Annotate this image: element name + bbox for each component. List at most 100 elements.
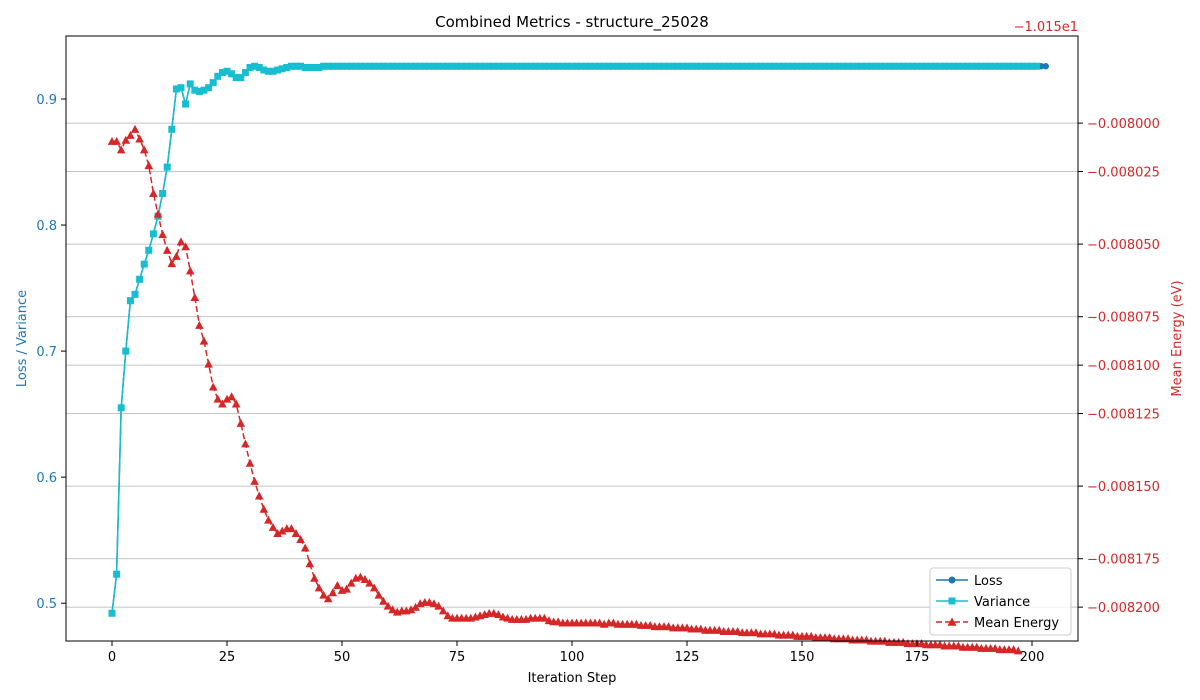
y-right-tick-label: −0.008200 <box>1087 601 1160 616</box>
point-variance <box>531 62 539 70</box>
legend-label: Loss <box>974 574 1003 589</box>
x-tick-label: 200 <box>1020 650 1045 665</box>
right-axis-offset-label: −1.015e1 <box>1014 20 1078 35</box>
point-variance <box>757 62 765 70</box>
point-variance <box>117 404 125 412</box>
point-variance <box>513 62 521 70</box>
point-variance <box>743 62 751 70</box>
point-variance <box>816 62 824 70</box>
point-variance <box>402 62 410 70</box>
point-mean-energy <box>162 245 172 254</box>
point-variance <box>490 62 498 70</box>
point-variance <box>614 62 622 70</box>
point-variance <box>485 62 493 70</box>
point-variance <box>904 62 912 70</box>
point-mean-energy <box>144 161 154 170</box>
point-mean-energy <box>259 504 269 513</box>
point-variance <box>145 246 153 254</box>
y-right-tick-label: −0.008150 <box>1087 480 1160 495</box>
point-variance <box>218 69 226 77</box>
point-mean-energy <box>130 124 140 133</box>
point-variance <box>605 62 613 70</box>
point-variance <box>628 62 636 70</box>
point-variance <box>370 62 378 70</box>
point-variance <box>798 62 806 70</box>
point-variance <box>375 62 383 70</box>
point-variance <box>720 62 728 70</box>
x-axis-title: Iteration Step <box>528 671 617 686</box>
point-variance <box>329 62 337 70</box>
point-mean-energy <box>434 601 443 610</box>
point-variance <box>522 62 530 70</box>
point-variance <box>517 62 525 70</box>
point-variance <box>163 163 171 171</box>
point-variance <box>412 62 420 70</box>
point-mean-energy <box>167 259 177 268</box>
point-variance <box>527 62 535 70</box>
point-variance <box>697 62 705 70</box>
point-variance <box>301 64 309 72</box>
point-variance <box>637 62 645 70</box>
point-variance <box>669 62 677 70</box>
y-left-tick-label: 0.6 <box>36 471 57 486</box>
point-mean-energy <box>236 418 246 427</box>
point-mean-energy <box>314 583 324 592</box>
point-variance <box>269 67 277 75</box>
point-variance <box>209 79 217 87</box>
point-variance <box>780 62 788 70</box>
point-variance <box>977 62 985 70</box>
point-variance <box>766 62 774 70</box>
point-variance <box>918 62 926 70</box>
point-mean-energy <box>438 606 448 615</box>
point-variance <box>591 62 599 70</box>
point-variance <box>292 62 300 70</box>
point-mean-energy <box>346 578 356 587</box>
point-variance <box>839 62 847 70</box>
x-tick-label: 75 <box>449 650 466 665</box>
point-variance <box>168 125 176 133</box>
point-variance <box>688 62 696 70</box>
point-variance <box>439 62 447 70</box>
point-variance <box>563 62 571 70</box>
point-mean-energy <box>1013 646 1023 655</box>
chart-title: Combined Metrics - structure_25028 <box>435 13 709 32</box>
point-variance <box>872 62 880 70</box>
legend-marker <box>947 617 957 626</box>
point-variance <box>655 62 663 70</box>
point-variance <box>232 74 240 82</box>
point-mean-energy <box>213 394 223 403</box>
y-left-tick-label: 0.5 <box>36 597 57 612</box>
point-mean-energy <box>319 590 328 599</box>
plot-series <box>107 62 1050 655</box>
point-variance <box>922 62 930 70</box>
point-variance <box>968 62 976 70</box>
point-variance <box>297 62 305 70</box>
point-variance <box>255 64 263 72</box>
y-right-tick-label: −0.008175 <box>1087 553 1160 568</box>
point-variance <box>389 62 397 70</box>
point-mean-energy <box>222 394 232 403</box>
point-mean-energy <box>116 145 126 154</box>
point-variance <box>416 62 424 70</box>
point-variance <box>1033 62 1041 70</box>
point-variance <box>729 62 737 70</box>
point-variance <box>241 69 249 77</box>
point-variance <box>453 62 461 70</box>
point-mean-energy <box>342 584 351 593</box>
point-mean-energy <box>277 526 287 535</box>
point-variance <box>674 62 682 70</box>
point-mean-energy <box>121 135 131 144</box>
y-right-tick-label: −0.008125 <box>1087 408 1160 423</box>
point-mean-energy <box>383 601 393 610</box>
point-mean-energy <box>310 573 319 582</box>
point-variance <box>660 62 668 70</box>
point-variance <box>692 62 700 70</box>
point-variance <box>499 62 507 70</box>
point-variance <box>853 62 861 70</box>
point-variance <box>876 62 884 70</box>
y-right-tick-label: −0.008050 <box>1087 238 1160 253</box>
point-mean-energy <box>291 529 301 537</box>
point-variance <box>366 62 374 70</box>
point-variance <box>186 80 194 88</box>
point-variance <box>315 64 323 72</box>
